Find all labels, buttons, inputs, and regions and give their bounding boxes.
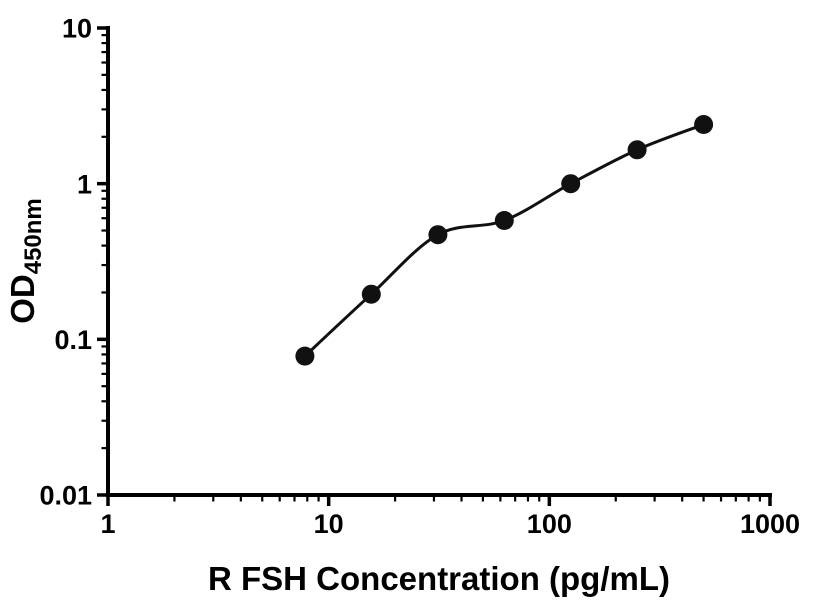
- y-tick-label: 0.01: [39, 481, 92, 511]
- tick-labels: 1 10 100 1000 0.01 0.1 1 10: [39, 14, 800, 539]
- fit-curve: [303, 123, 705, 358]
- tick-marks: [97, 26, 772, 506]
- x-axis-title: R FSH Concentration (pg/mL): [208, 560, 670, 597]
- y-axis-title-main: OD: [4, 274, 41, 324]
- x-tick-label: 1: [100, 509, 115, 539]
- data-point: [295, 346, 315, 366]
- x-tick-label: 10: [314, 509, 344, 539]
- x-tick-label: 1000: [740, 509, 800, 539]
- data-series: [295, 115, 714, 366]
- data-point: [428, 225, 448, 245]
- y-axis-title: OD450nm: [4, 198, 47, 324]
- y-tick-label: 10: [62, 14, 92, 44]
- data-point: [694, 115, 714, 134]
- data-point: [627, 140, 647, 160]
- y-tick-label: 0.1: [54, 325, 92, 355]
- axis-lines: [106, 26, 772, 497]
- data-point: [361, 284, 381, 304]
- data-point: [561, 174, 581, 194]
- x-tick-label: 100: [527, 509, 572, 539]
- axes: [106, 26, 772, 497]
- y-tick-label: 1: [77, 169, 92, 199]
- data-point: [494, 211, 514, 230]
- y-axis-title-subscript: 450nm: [20, 198, 47, 274]
